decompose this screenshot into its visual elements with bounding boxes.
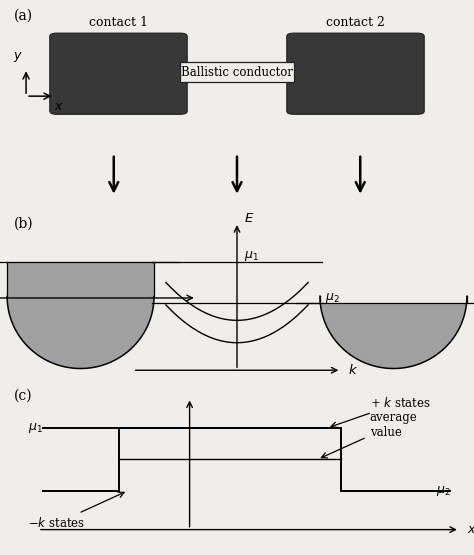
FancyBboxPatch shape bbox=[50, 33, 187, 114]
Text: $\mu_1$: $\mu_1$ bbox=[244, 249, 259, 264]
Text: contact 1: contact 1 bbox=[89, 16, 148, 29]
Text: $-k$ states: $-k$ states bbox=[28, 492, 124, 530]
Polygon shape bbox=[320, 303, 467, 369]
Text: contact 2: contact 2 bbox=[326, 16, 385, 29]
Polygon shape bbox=[7, 262, 154, 369]
Text: Ballistic conductor: Ballistic conductor bbox=[181, 65, 293, 79]
Text: $\mu_2$: $\mu_2$ bbox=[325, 291, 339, 305]
Text: $E$: $E$ bbox=[244, 213, 255, 225]
Text: (b): (b) bbox=[14, 217, 34, 231]
Text: (c): (c) bbox=[14, 389, 33, 403]
Text: $y$: $y$ bbox=[13, 50, 23, 64]
Text: $k$: $k$ bbox=[348, 363, 358, 377]
Text: $\mu_2$: $\mu_2$ bbox=[436, 483, 451, 498]
FancyBboxPatch shape bbox=[287, 33, 424, 114]
Text: (a): (a) bbox=[14, 8, 33, 23]
Text: $x$: $x$ bbox=[55, 100, 64, 113]
Text: $\mu_1$: $\mu_1$ bbox=[28, 421, 43, 435]
FancyBboxPatch shape bbox=[180, 62, 294, 82]
Text: + $k$ states: + $k$ states bbox=[331, 396, 431, 427]
Text: average
value: average value bbox=[321, 411, 418, 458]
Text: $x$: $x$ bbox=[467, 523, 474, 536]
